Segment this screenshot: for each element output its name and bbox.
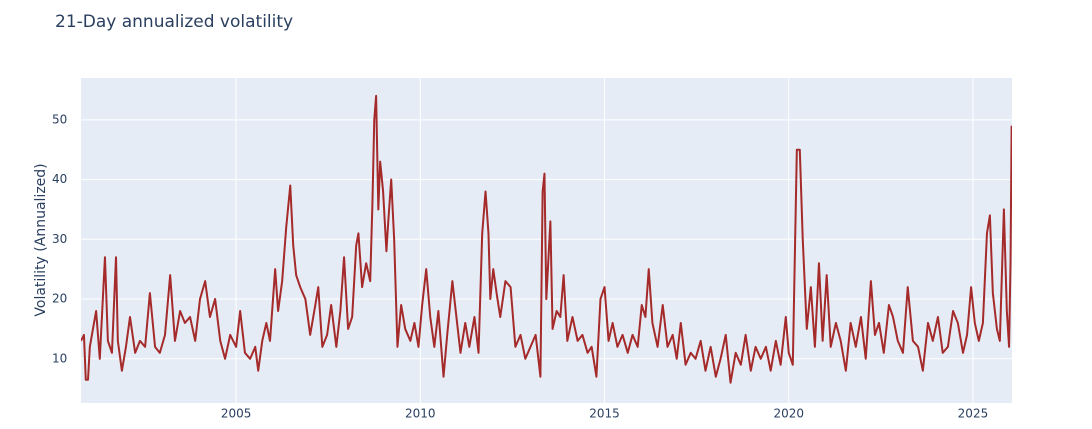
plot bbox=[81, 94, 1012, 384]
x-tick-label: 2025 bbox=[958, 407, 989, 421]
y-axis-title: Volatility (Annualized) bbox=[33, 163, 49, 316]
chart-title: 21-Day annualized volatility bbox=[55, 12, 293, 32]
x-tick-label: 2020 bbox=[773, 407, 804, 421]
y-tick-label: 40 bbox=[52, 172, 67, 186]
x-tick-label: 2010 bbox=[405, 407, 436, 421]
x-tick-label: 2005 bbox=[221, 407, 252, 421]
x-tick-label: 2015 bbox=[589, 407, 620, 421]
y-tick-label: 30 bbox=[52, 232, 67, 246]
y-tick-label: 50 bbox=[52, 112, 67, 126]
grid bbox=[81, 78, 1012, 403]
plot-area bbox=[81, 78, 1012, 403]
axes: 10 20 30 40 50 2005 2010 2015 2020 2025 bbox=[52, 112, 988, 420]
y-tick-label: 20 bbox=[52, 292, 67, 306]
y-tick-label: 10 bbox=[52, 351, 67, 365]
line-series bbox=[81, 94, 1012, 384]
